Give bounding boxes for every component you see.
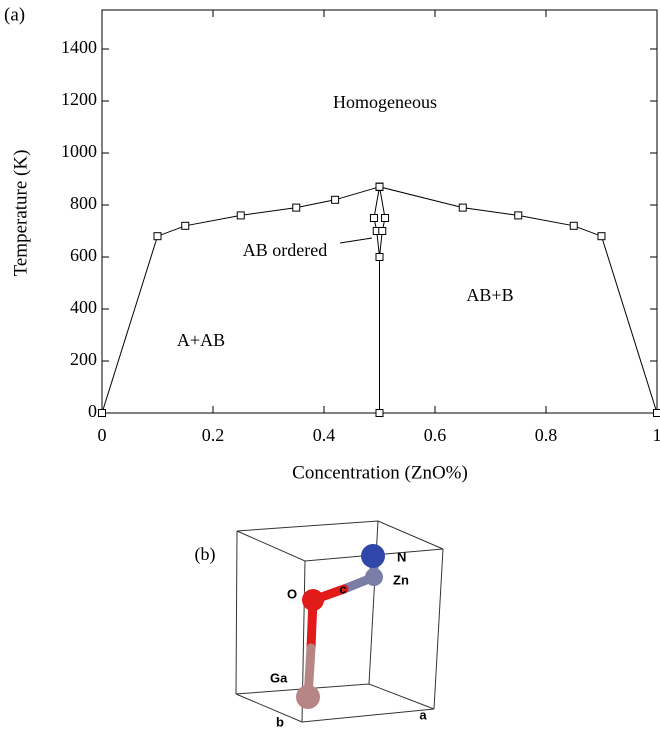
data-point bbox=[376, 410, 383, 417]
y-tick-label: 1000 bbox=[61, 141, 97, 161]
axis-label: b bbox=[276, 714, 284, 729]
data-point bbox=[332, 196, 339, 203]
y-axis-title: Temperature (K) bbox=[10, 150, 31, 277]
data-point bbox=[99, 410, 106, 417]
x-tick-label: 0.6 bbox=[424, 425, 447, 445]
data-point bbox=[515, 212, 522, 219]
data-point bbox=[598, 233, 605, 240]
y-tick-label: 1200 bbox=[61, 89, 97, 109]
x-tick-label: 0.8 bbox=[535, 425, 558, 445]
x-tick-label: 1 bbox=[653, 425, 660, 445]
y-tick-label: 0 bbox=[88, 401, 97, 421]
atom bbox=[365, 568, 383, 586]
phase-boundary bbox=[102, 187, 380, 413]
data-point bbox=[182, 222, 189, 229]
panel-label: (b) bbox=[195, 544, 216, 565]
y-tick-label: 800 bbox=[70, 193, 97, 213]
data-point bbox=[370, 215, 377, 222]
atom bbox=[302, 589, 324, 611]
pointer bbox=[340, 238, 372, 243]
x-tick-label: 0.2 bbox=[202, 425, 225, 445]
data-point bbox=[293, 204, 300, 211]
bonds bbox=[308, 558, 374, 697]
data-point bbox=[382, 215, 389, 222]
atom-label: Ga bbox=[270, 670, 288, 685]
axis-label: a bbox=[419, 707, 427, 722]
data-point bbox=[654, 410, 660, 417]
atom-label: Zn bbox=[393, 572, 409, 587]
unit-cell bbox=[236, 521, 443, 722]
data-point bbox=[237, 212, 244, 219]
y-tick-label: 1400 bbox=[61, 37, 97, 57]
data-point bbox=[379, 228, 386, 235]
y-tick-label: 400 bbox=[70, 297, 97, 317]
region-label: Homogeneous bbox=[333, 92, 437, 112]
atom bbox=[361, 544, 385, 568]
region-label: AB ordered bbox=[243, 240, 327, 260]
atom bbox=[296, 685, 320, 709]
data-point bbox=[154, 233, 161, 240]
data-point bbox=[459, 204, 466, 211]
data-point bbox=[376, 254, 383, 261]
atom-label: N bbox=[397, 549, 406, 564]
x-axis-title: Concentration (ZnO%) bbox=[292, 462, 468, 483]
figure: (a) Concentration (ZnO%) Temperature (K)… bbox=[0, 0, 660, 748]
atom-label: O bbox=[287, 586, 297, 601]
x-tick-label: 0 bbox=[98, 425, 107, 445]
region-label: AB+B bbox=[466, 285, 513, 305]
axis-label: c bbox=[339, 581, 346, 596]
x-tick-label: 0.4 bbox=[313, 425, 336, 445]
panel-label: (a) bbox=[4, 4, 25, 25]
data-point bbox=[570, 222, 577, 229]
phase-boundary bbox=[380, 187, 658, 413]
data-point bbox=[376, 183, 383, 190]
region-label: A+AB bbox=[177, 330, 225, 350]
y-tick-label: 200 bbox=[70, 349, 97, 369]
y-tick-label: 600 bbox=[70, 245, 97, 265]
crystal-structure: (b) b a c N Zn O Ga bbox=[195, 521, 444, 729]
